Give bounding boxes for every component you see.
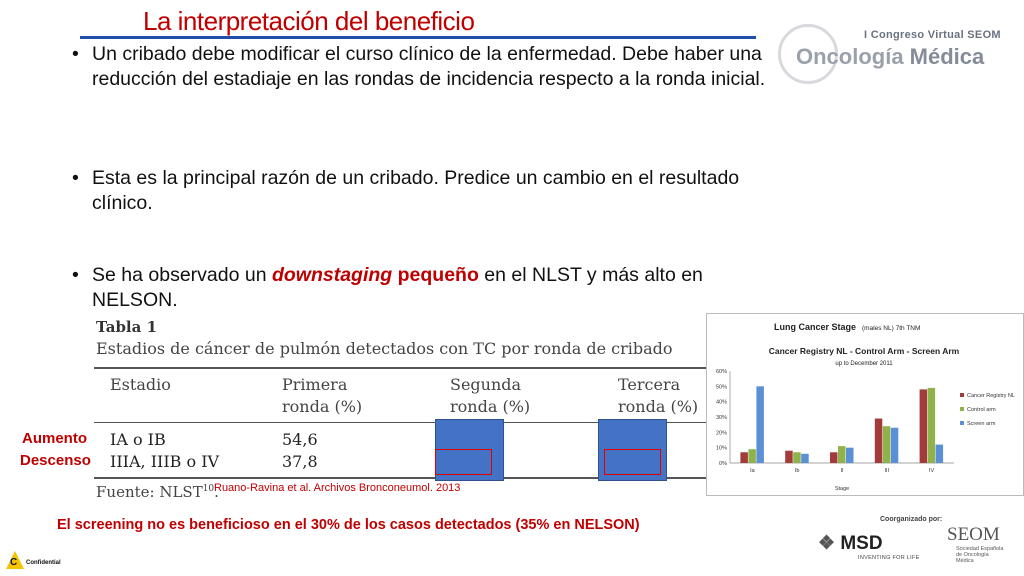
bullet-marker: • (72, 264, 79, 286)
bar-cancer-registry-nl (874, 418, 883, 463)
msd-tagline: INVENTING FOR LIFE (858, 555, 920, 561)
row-1-first: 54,6 (282, 430, 318, 449)
header-first-l2: ronda (%) (282, 397, 363, 416)
source-text: Fuente: NLST (96, 483, 203, 501)
header-first-l1: Primera (282, 375, 348, 394)
source-end: . (214, 483, 219, 501)
chart-subtitle: Cancer Registry NL - Control Arm - Scree… (769, 346, 960, 356)
bar-control-arm (793, 452, 801, 463)
msd-logo: ❖ MSD (818, 532, 883, 555)
y-tick-label: 30% (716, 415, 727, 421)
slide-title: La interpretación del beneficio (143, 6, 475, 36)
x-tick-label: II (840, 468, 844, 474)
legend-swatch (960, 421, 964, 425)
x-tick-label: Ib (795, 468, 800, 474)
bullet-3: • Se ha observado un downstaging pequeño… (72, 263, 772, 313)
x-tick-label: Ia (750, 468, 756, 474)
x-tick-label: III (885, 468, 890, 474)
bar-cancer-registry-nl (830, 452, 838, 463)
bar-cancer-registry-nl (740, 452, 748, 463)
bullet-1-text: Un cribado debe modificar el curso clíni… (92, 43, 766, 90)
bar-screen-arm (890, 427, 899, 463)
bar-cancer-registry-nl (785, 450, 793, 463)
legend-label: Cancer Registry NL (967, 393, 1015, 399)
header-third: Tercera ronda (%) (618, 374, 698, 418)
header-first: Primera ronda (%) (282, 374, 362, 418)
highlight-third (604, 449, 661, 475)
y-tick-label: 10% (716, 446, 727, 452)
header-third-l2: ronda (%) (618, 397, 699, 416)
bar-control-arm (838, 446, 846, 463)
bar-cancer-registry-nl (919, 389, 928, 463)
header-second: Segunda ronda (%) (450, 374, 530, 418)
table-rule-bottom (94, 477, 706, 479)
table-rule-mid (94, 422, 706, 423)
legend-swatch (960, 393, 964, 397)
legend-label: Control arm (967, 407, 996, 413)
row-2-stage: IIIA, IIIB o IV (110, 452, 220, 471)
row-2-first: 37,8 (282, 452, 318, 471)
stage-chart: Lung Cancer Stage (males NL) 7th TNM Cance… (716, 322, 1015, 492)
table-rule-top (94, 367, 706, 369)
label-aumento: Aumento (22, 430, 87, 447)
bullet-1: • Un cribado debe modificar el curso clí… (72, 42, 772, 92)
chart-title-note: (males NL) 7th TNM (862, 325, 920, 332)
header-third-l1: Tercera (618, 375, 681, 394)
bullet-3-emph-italic: downstaging (271, 264, 393, 286)
cover-box-third (598, 419, 667, 481)
header-second-l1: Segunda (450, 375, 522, 394)
bullet-2-text: Esta es la principal razón de un cribado… (92, 167, 740, 214)
label-descenso: Descenso (20, 452, 91, 469)
organized-by: Coorganizado por: (880, 516, 943, 523)
header-second-l2: ronda (%) (450, 397, 531, 416)
confidential-letter: C (10, 557, 18, 568)
bullet-2: • Esta es la principal razón de un criba… (72, 166, 772, 216)
table-source: Fuente: NLST10. (96, 483, 219, 501)
reference: Ruano-Ravina et al. Archivos Bronconeumo… (214, 482, 461, 494)
seom-subtitle: Sociedad Española de Oncología Médica (956, 546, 1004, 564)
confidential-label: Confidential (26, 560, 61, 566)
bullet-3-prefix: Se ha observado un (92, 264, 272, 286)
conclusion: El screening no es beneficioso en el 30%… (57, 517, 640, 533)
highlight-second (435, 449, 492, 475)
oncologia-medica-logo: Oncología Médica (796, 44, 984, 70)
msd-icon: ❖ (818, 533, 841, 554)
chart-subsubtitle: up to December 2011 (835, 361, 893, 367)
header-stage-l1: Estadio (110, 375, 171, 394)
logo-part-1: Oncología (796, 44, 904, 69)
y-tick-label: 60% (716, 369, 727, 375)
msd-text: MSD (840, 533, 883, 554)
bar-screen-arm (846, 447, 854, 463)
bar-control-arm (882, 426, 891, 463)
x-axis-label: Stage (835, 486, 849, 492)
bar-screen-arm (756, 386, 764, 463)
chart-title: Lung Cancer Stage (774, 322, 856, 332)
bar-screen-arm (801, 453, 809, 463)
logo-part-2: Médica (903, 44, 985, 69)
y-tick-label: 50% (716, 384, 727, 390)
seom-logo: SEOM (947, 524, 1000, 545)
bullet-3-suffix: en el NLST y más alto en NELSON. (92, 264, 703, 311)
bar-control-arm (748, 449, 756, 463)
bullet-3-emph: pequeño (392, 264, 479, 286)
bar-screen-arm (935, 444, 944, 463)
legend-label: Screen arm (967, 421, 996, 427)
y-tick-label: 0% (719, 461, 727, 467)
congress-logo-ring (778, 24, 838, 84)
x-tick-label: IV (929, 468, 935, 474)
congress-label: I Congreso Virtual SEOM (864, 29, 1001, 41)
table-caption: Estadios de cáncer de pulmón detectados … (96, 339, 673, 358)
bar-control-arm (927, 387, 936, 463)
y-tick-label: 20% (716, 430, 727, 436)
bullet-marker: • (72, 43, 79, 65)
bullet-3-text: Se ha observado un downstaging pequeño e… (92, 263, 772, 313)
legend-swatch (960, 407, 964, 411)
source-sup: 10 (202, 484, 215, 494)
header-stage: Estadio (110, 374, 171, 396)
title-underline (80, 36, 756, 39)
bullet-marker: • (72, 167, 79, 189)
table-title: Tabla 1 (96, 318, 158, 336)
y-tick-label: 40% (716, 400, 727, 406)
row-1-stage: IA o IB (110, 430, 166, 449)
